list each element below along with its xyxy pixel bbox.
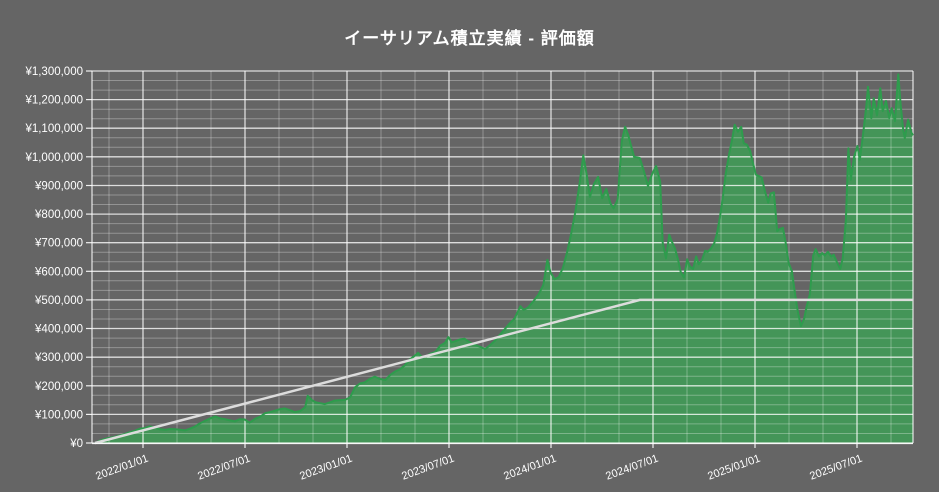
x-axis-label: 2023/07/01: [400, 453, 456, 483]
y-axis-labels: ¥0 ¥100,000 ¥200,000 ¥300,000 ¥400,000 ¥500,0…: [24, 66, 83, 450]
y-axis-label: ¥1,100,000: [24, 123, 83, 135]
y-axis-label: ¥200,000: [34, 381, 83, 393]
y-axis-label: ¥400,000: [34, 324, 83, 336]
x-axis-label: 2025/01/01: [706, 453, 762, 483]
cost-basis-line: [94, 298, 913, 445]
valuation-stroke: [94, 73, 914, 444]
x-axis-labels: 2022/01/01 2022/07/01 2023/01/01 2023/07/01…: [94, 453, 864, 483]
y-axis-label: ¥500,000: [34, 295, 83, 307]
y-axis-label: ¥1,300,000: [24, 66, 83, 78]
y-axis-label: ¥800,000: [34, 209, 83, 221]
grid-lines: [91, 70, 914, 444]
y-axis-label: ¥0: [69, 438, 83, 450]
valuation-area: [95, 74, 913, 444]
y-axis-label: ¥1,000,000: [24, 152, 83, 164]
y-axis-label: ¥1,200,000: [24, 95, 83, 107]
y-axis-label: ¥100,000: [34, 409, 83, 421]
chart-title: イーサリアム積立実績 - 評価額: [344, 29, 595, 48]
x-axis-label: 2023/01/01: [298, 453, 354, 483]
x-axis-label: 2022/01/01: [94, 453, 150, 483]
cost-basis-stroke: [94, 298, 913, 445]
y-axis-label: ¥300,000: [34, 352, 83, 364]
y-axis-label: ¥900,000: [34, 180, 83, 192]
valuation-area-fill: [95, 74, 913, 444]
axes: [86, 70, 913, 448]
x-axis-label: 2024/07/01: [604, 453, 660, 483]
x-axis-label: 2024/01/01: [502, 453, 558, 483]
y-axis-label: ¥700,000: [34, 238, 83, 250]
valuation-line: [94, 73, 914, 444]
y-axis-label: ¥600,000: [34, 266, 83, 278]
x-axis-label: 2025/07/01: [808, 453, 864, 483]
x-axis-label: 2022/07/01: [196, 453, 252, 483]
